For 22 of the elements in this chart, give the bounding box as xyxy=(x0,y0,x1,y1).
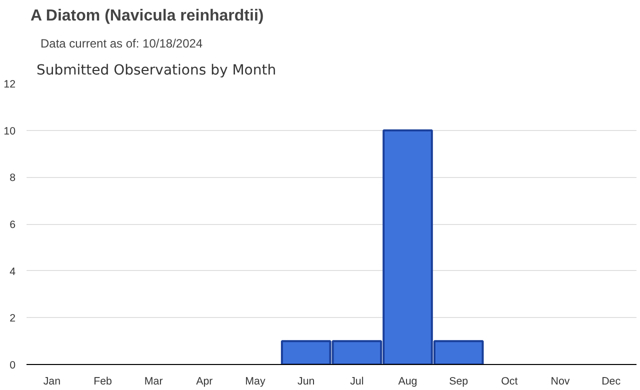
text: Submitted Observations by Month xyxy=(36,62,276,78)
y-tick-label: 2 xyxy=(10,312,16,325)
y-tick-label: 12 xyxy=(4,78,16,90)
x-tick-label: Apr xyxy=(196,376,214,388)
x-tick-label: Jul xyxy=(350,376,364,388)
x-tick-label: Oct xyxy=(501,376,518,388)
y-tick-label: 4 xyxy=(10,266,16,278)
x-tick-label: Jun xyxy=(297,376,315,388)
chart-subtitle: Data current as of: 10/18/2024 xyxy=(40,36,203,50)
x-tick-label: Mar xyxy=(144,376,164,388)
x-tick-label: Jan xyxy=(43,376,61,388)
chart-title: A Diatom (Navicula reinhardtii) xyxy=(30,8,264,24)
x-tick-label: Aug xyxy=(398,376,418,388)
x-tick-label: Dec xyxy=(602,376,622,388)
y-tick-label: 8 xyxy=(10,172,16,184)
x-tick-label: Sep xyxy=(449,376,468,388)
x-tick-label: Feb xyxy=(94,376,112,388)
x-tick-label: Nov xyxy=(550,376,570,388)
x-tick-label: May xyxy=(245,376,266,388)
y-tick-label: 6 xyxy=(10,219,16,231)
y-tick-label: 0 xyxy=(10,360,16,372)
y-tick-label: 10 xyxy=(4,125,16,138)
